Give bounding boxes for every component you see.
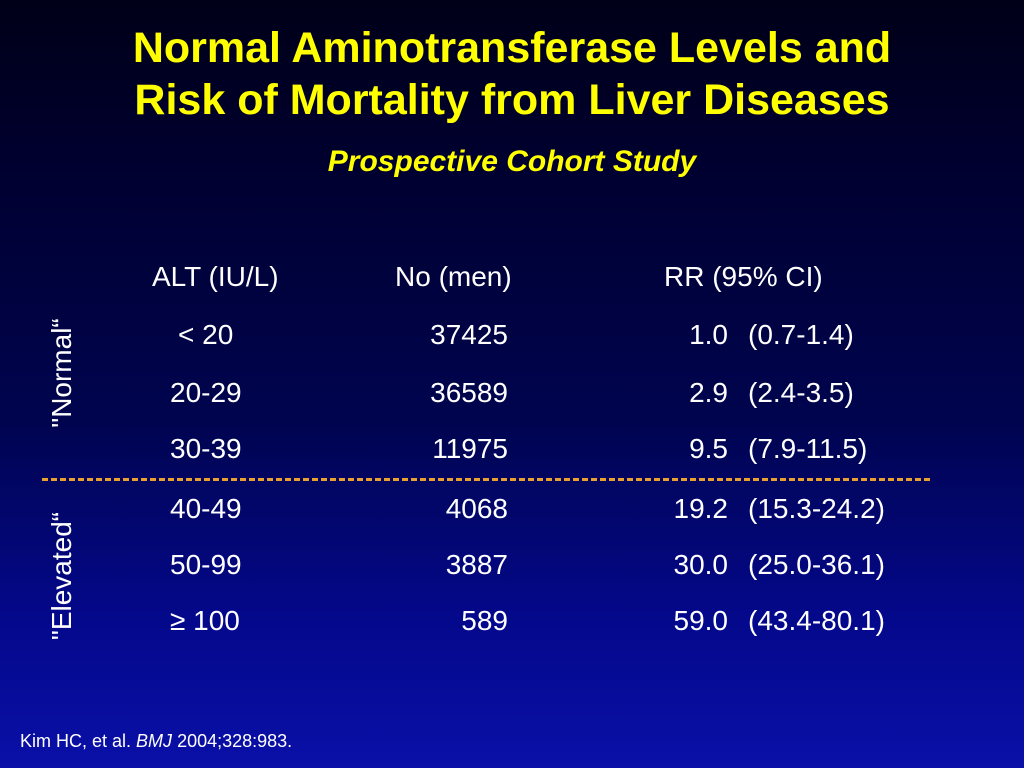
row-5-alt: 50-99 — [170, 549, 242, 580]
header-no-men: No (men) — [395, 261, 512, 292]
row-2-alt: 20-29 — [170, 377, 242, 408]
header-rr-ci: RR (95% CI) — [664, 261, 823, 292]
row-4-ci: (15.3-24.2) — [748, 493, 885, 524]
row-3-ci: (7.9-11.5) — [748, 433, 868, 464]
row-4-no: 4068 — [445, 493, 508, 524]
slide-subtitle: Prospective Cohort Study — [327, 145, 697, 178]
citation-details: 2004;328:983. — [177, 731, 293, 751]
row-4-rr: 19.2 — [673, 493, 729, 524]
row-3-alt: 30-39 — [170, 433, 242, 464]
citation-journal: BMJ — [136, 731, 173, 751]
row-6-ci: (43.4-80.1) — [748, 605, 885, 636]
row-3-rr: 9.5 — [689, 433, 728, 464]
row-2-rr: 2.9 — [689, 377, 728, 408]
header-alt: ALT (IU/L) — [152, 261, 279, 292]
citation: Kim HC, et al. BMJ 2004;328:983. — [20, 730, 292, 752]
title-line-2: Risk of Mortality from Liver Diseases — [134, 76, 890, 124]
normal-elevated-divider — [42, 478, 930, 481]
row-1-rr: 1.0 — [689, 319, 728, 350]
slide-title: Normal Aminotransferase Levels and Risk … — [0, 22, 1024, 126]
row-4-alt: 40-49 — [170, 493, 242, 524]
group-label-normal: "Normal“ — [46, 318, 77, 428]
row-6-rr: 59.0 — [673, 605, 729, 636]
row-2-no: 36589 — [430, 377, 508, 408]
row-2-ci: (2.4-3.5) — [748, 377, 854, 408]
row-1-ci: (0.7-1.4) — [748, 319, 854, 350]
row-5-ci: (25.0-36.1) — [748, 549, 885, 580]
title-line-1: Normal Aminotransferase Levels and — [132, 24, 892, 72]
row-6-no: 589 — [461, 605, 508, 636]
row-1-no: 37425 — [430, 319, 508, 350]
row-5-no: 3887 — [445, 549, 508, 580]
citation-authors: Kim HC, et al. — [20, 731, 132, 751]
group-label-elevated: "Elevated“ — [46, 511, 77, 641]
row-1-alt: < 20 — [178, 319, 234, 350]
row-6-alt: ≥ 100 — [170, 605, 240, 636]
row-3-no: 11975 — [432, 433, 508, 464]
row-5-rr: 30.0 — [673, 549, 729, 580]
